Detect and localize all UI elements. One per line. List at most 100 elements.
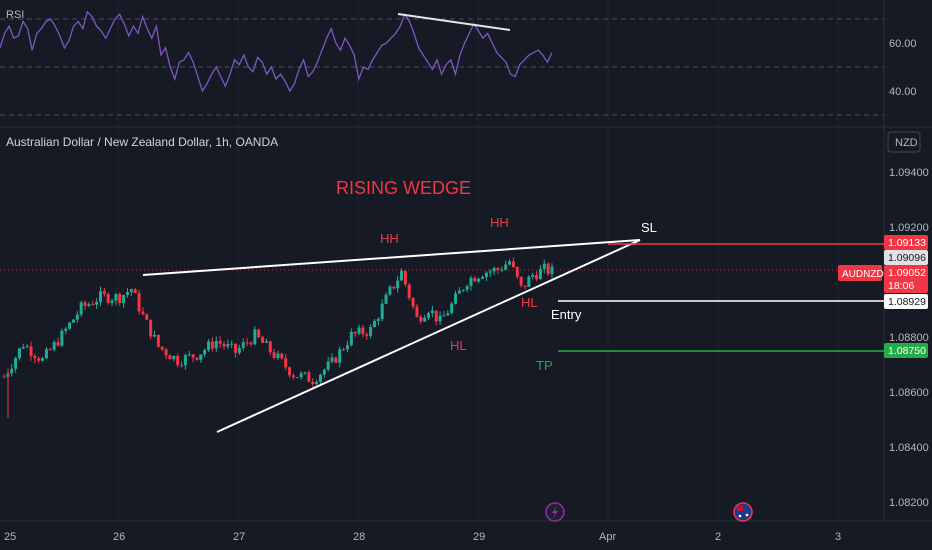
candle-body [17,348,21,359]
candle-body [361,327,365,335]
candle-body [295,377,299,379]
candle-body [276,353,280,359]
candle-body [550,266,554,274]
rsi-pane: RSI [0,9,884,116]
price-tick-1.09200: 1.09200 [889,222,929,234]
candle-body [345,345,349,350]
candle-body [303,372,307,374]
wedge-upper-trendline[interactable] [142,239,641,276]
candle-body [461,289,465,291]
candle-body [91,304,95,306]
candle-body [268,341,272,353]
sl-label: SL [641,220,657,235]
rsi-tick-40: 40.00 [889,86,917,98]
sl-price-text: 1.09133 [888,237,926,249]
countdown-text: 18:06 [888,280,914,292]
candle-body [492,268,496,272]
candle-body [376,319,380,321]
candle-body [280,353,284,359]
candle-body [299,373,303,378]
rsi-label: RSI [6,9,24,21]
candle-body [504,264,508,270]
tp-label: TP [536,358,553,373]
candle-body [29,346,33,356]
candle-body [272,352,276,359]
price-tick-1.09400: 1.09400 [889,167,929,179]
price-tick-1.08400: 1.08400 [889,442,929,454]
candle-body [500,269,504,271]
candle-body [484,272,488,278]
candles [2,257,554,418]
hh-label-1: HH [380,231,399,246]
candle-body [465,285,469,290]
candle-body [369,326,373,336]
candle-body [237,348,241,353]
hh-label-2: HH [490,215,509,230]
candle-body [95,302,99,305]
time-tick-2: 2 [715,531,721,543]
candle-body [315,382,319,385]
time-tick-3: 3 [835,531,841,543]
candle-body [442,315,446,317]
candle-body [214,341,218,349]
candle-body [403,270,407,285]
candle-body [384,294,388,304]
candle-body [48,349,52,351]
sl-price-tag: 1.09133 [884,235,928,250]
candle-body [145,314,149,320]
candle-body [79,302,83,315]
candle-body [457,290,461,294]
candle-body [2,376,6,378]
candle-body [454,293,458,304]
hl-label-2: HL [521,295,538,310]
candle-body [396,280,400,289]
candle-body [330,357,334,362]
bid-price-text: 1.09096 [888,252,926,264]
candle-body [133,289,137,294]
candle-body [357,327,361,334]
candle-body [481,277,485,279]
candle-body [423,317,427,322]
candle-body [430,310,434,314]
candle-body [56,342,60,346]
candle-body [288,367,292,376]
candle-body [322,369,326,375]
candle-body [114,294,118,301]
australia-flag-icon[interactable] [733,502,753,522]
last-price-text: 1.09052 [888,267,926,279]
candle-body [191,354,195,358]
candle-body [334,357,338,363]
candle-body [311,381,315,385]
candle-body [407,284,411,298]
candle-body [141,311,145,315]
candle-body [515,266,519,277]
candle-body [41,358,45,361]
candle-body [129,289,133,293]
symbol-tag[interactable]: AUDNZD [838,265,884,281]
candle-body [523,285,527,287]
candle-body [511,261,515,267]
candle-body [222,343,226,347]
lightning-icon[interactable] [545,502,565,522]
candle-body [176,355,180,366]
wedge-lower-trendline[interactable] [216,239,641,433]
candle-body [230,343,234,345]
time-tick-27: 27 [233,531,245,543]
candle-body [338,349,342,363]
candle-body [226,344,230,347]
tp-price-text: 1.08750 [888,345,926,357]
currency-button[interactable]: NZD [887,131,921,153]
candle-body [203,349,207,355]
candle-body [33,355,37,359]
price-tick-1.08800: 1.08800 [889,332,929,344]
candle-body [527,276,531,287]
rsi-tick-60: 60.00 [889,38,917,50]
time-tick-28: 28 [353,531,365,543]
candle-body [122,294,126,304]
rsi-divergence-line[interactable] [397,13,511,31]
candle-body [125,292,129,295]
candle-body [37,358,41,361]
candle-body [172,355,176,360]
